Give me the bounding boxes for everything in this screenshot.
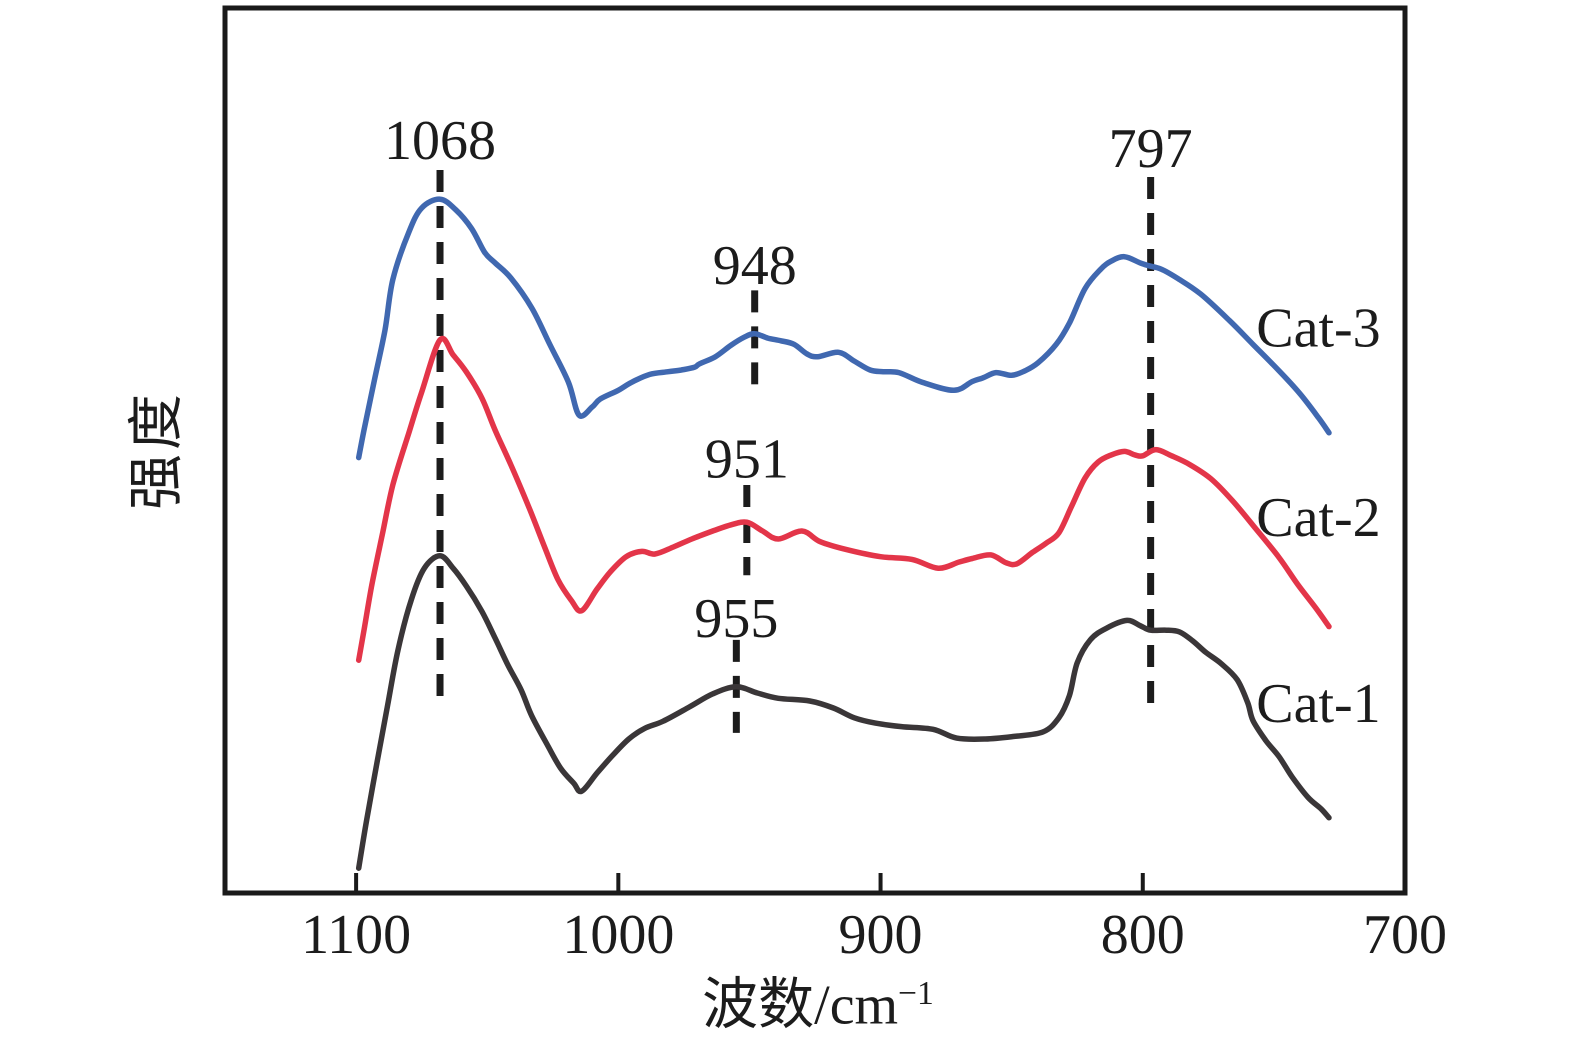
curve-cat-1: [355, 553, 1332, 871]
series-label-cat-3: Cat-3: [1256, 298, 1380, 360]
x-axis-label-text: 波数/cm: [702, 974, 899, 1037]
peak-label-955: 955: [694, 588, 778, 650]
x-tick-label-1100: 1100: [301, 904, 411, 966]
curve-cat-3: [355, 196, 1332, 461]
x-tick-label-900: 900: [839, 904, 923, 966]
curve-cat-2: [355, 335, 1332, 663]
x-axis-label: 波数/cm−1: [702, 960, 934, 1041]
plot-border: [222, 5, 1408, 896]
series-label-cat-1: Cat-1: [1256, 673, 1380, 735]
peak-label-951: 951: [705, 429, 789, 491]
y-axis-label: 强度: [126, 390, 189, 510]
peak-label-948: 948: [713, 235, 797, 297]
peak-label-1068: 1068: [384, 110, 496, 172]
series-label-cat-2: Cat-2: [1256, 487, 1380, 549]
x-tick-label-1000: 1000: [562, 904, 674, 966]
peak-label-797: 797: [1109, 118, 1193, 180]
x-axis-label-superscript: −1: [898, 974, 934, 1012]
x-tick-label-800: 800: [1101, 904, 1185, 966]
x-tick-label-700: 700: [1363, 904, 1447, 966]
